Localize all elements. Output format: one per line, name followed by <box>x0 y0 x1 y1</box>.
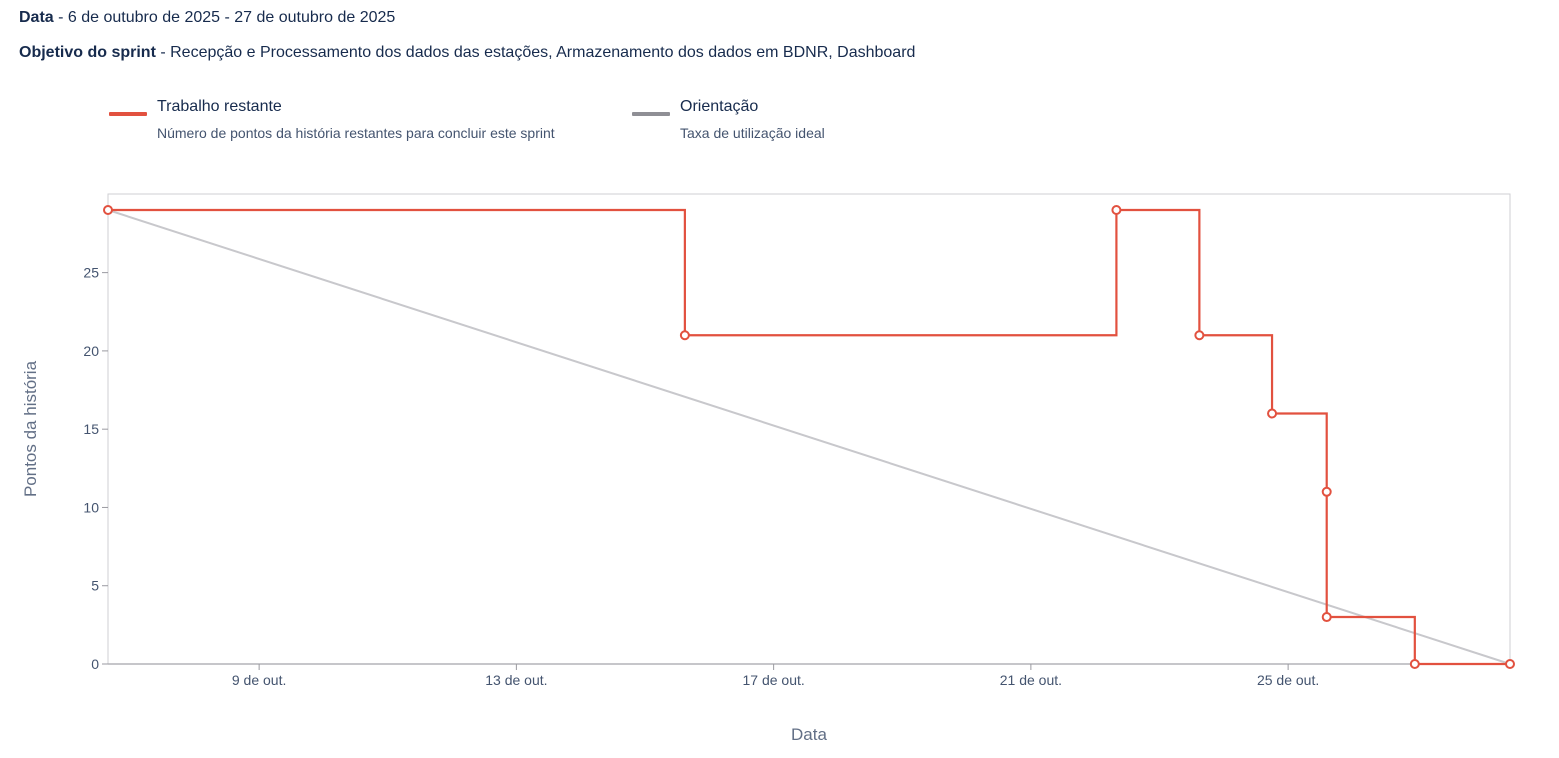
remaining-work-points <box>103 205 1515 669</box>
x-tick-label: 25 de out. <box>1257 672 1319 688</box>
remaining-work-point[interactable] <box>679 330 690 341</box>
remaining-work-point[interactable] <box>1194 330 1205 341</box>
remaining-work-point[interactable] <box>1409 659 1420 669</box>
legend-title-remaining-work: Trabalho restante <box>157 98 282 115</box>
y-tick-label: 10 <box>83 499 99 515</box>
remaining-work-point[interactable] <box>1321 486 1332 497</box>
goal-label: Objetivo do sprint <box>19 44 156 61</box>
x-tick-label: 9 de out. <box>232 672 287 688</box>
y-axis-title: Pontos da história <box>21 360 40 497</box>
y-tick-label: 15 <box>83 421 99 437</box>
x-tick-label: 21 de out. <box>1000 672 1062 688</box>
remaining-work-point[interactable] <box>1267 408 1278 419</box>
x-axis-title: Data <box>791 725 827 744</box>
x-tick-label: 13 de out. <box>485 672 547 688</box>
y-tick-label: 5 <box>91 578 99 594</box>
date-value: - 6 de outubro de 2025 - 27 de outubro d… <box>53 9 396 26</box>
date-label: Data <box>19 9 54 26</box>
remaining-work-point[interactable] <box>1111 205 1122 215</box>
legend-title-guideline: Orientação <box>680 98 759 115</box>
guideline-series-line <box>107 209 1511 665</box>
x-axis-ticks: 9 de out. 13 de out. 17 de out. 21 de out. 2… <box>232 664 1319 688</box>
y-axis-ticks: 0 5 10 15 20 25 <box>83 265 108 672</box>
sprint-goal: Objetivo do sprint - Recepção e Processa… <box>19 44 915 62</box>
remaining-work-point[interactable] <box>103 205 113 215</box>
y-tick-label: 20 <box>83 343 99 359</box>
y-tick-label: 0 <box>91 656 99 672</box>
legend-description-guideline: Taxa de utilização ideal <box>680 125 825 141</box>
legend-swatch-remaining-work <box>109 112 147 116</box>
goal-value: - Recepção e Processamento dos dados das… <box>155 44 916 61</box>
legend-swatch-guideline <box>632 112 670 116</box>
x-tick-label: 17 de out. <box>742 672 804 688</box>
sprint-date: Data - 6 de outubro de 2025 - 27 de outu… <box>19 9 395 27</box>
y-tick-label: 25 <box>83 265 99 281</box>
remaining-work-series-line <box>108 208 1510 666</box>
remaining-work-point[interactable] <box>1505 659 1515 669</box>
legend-description-remaining-work: Número de pontos da história restantes p… <box>157 125 555 141</box>
remaining-work-point[interactable] <box>1321 612 1332 623</box>
plot-area-frame <box>107 193 1511 665</box>
